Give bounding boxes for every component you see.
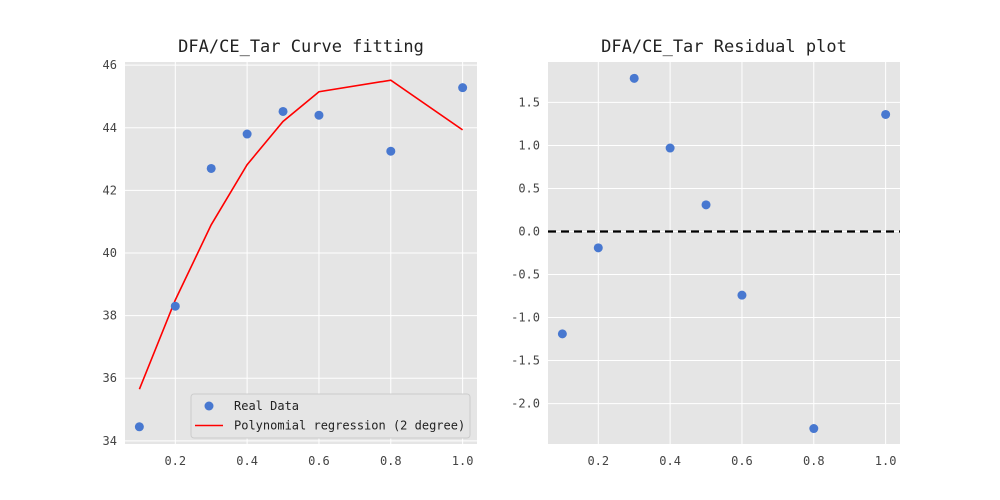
legend-label: Polynomial regression (2 degree): [234, 419, 465, 433]
x-tick-label: 0.6: [308, 454, 330, 468]
x-tick-label: 0.4: [659, 454, 681, 468]
data-point: [557, 329, 567, 339]
data-point: [809, 424, 819, 434]
y-tick-label: 40: [103, 246, 117, 260]
x-tick-label: 1.0: [452, 454, 474, 468]
regression-line: [138, 79, 464, 390]
data-point: [206, 163, 216, 173]
x-tick-label: 1.0: [875, 454, 897, 468]
curve-fitting-panel: DFA/CE_Tar Curve fitting 0.2 0.4 0.6 0.8 1.0…: [103, 37, 477, 468]
y-tick-label: 44: [103, 121, 117, 135]
x-tick-label: 0.4: [236, 454, 258, 468]
y-tick-label: -0.5: [511, 268, 540, 282]
data-point: [170, 301, 180, 311]
data-point: [737, 290, 747, 300]
y-tick-label: 0.5: [518, 181, 540, 195]
x-tick-label: 0.2: [164, 454, 186, 468]
data-point: [701, 200, 711, 210]
legend-box: [190, 393, 471, 439]
legend-label: Real Data: [234, 399, 299, 413]
residual-plot-title: DFA/CE_Tar Residual plot: [601, 37, 847, 57]
x-tick-label: 0.6: [731, 454, 753, 468]
legend-marker-real-data: [204, 401, 214, 411]
data-point: [278, 106, 288, 116]
data-point: [881, 109, 891, 119]
x-tick-label: 0.8: [803, 454, 825, 468]
residual-plot-panel: DFA/CE_Tar Residual plot 0.2 0.4 0.6 0.8 1.0…: [511, 37, 900, 468]
y-tick-label: 1.5: [518, 95, 540, 109]
y-tick-label: -2.0: [511, 397, 540, 411]
y-tick-label: -1.5: [511, 354, 540, 368]
y-tick-label: 38: [103, 309, 117, 323]
y-tick-label: 0.0: [518, 224, 540, 238]
data-point: [458, 83, 468, 93]
data-point: [386, 146, 396, 156]
y-tick-label: 46: [103, 58, 117, 72]
x-tick-label: 0.2: [587, 454, 609, 468]
data-point: [242, 129, 252, 139]
y-tick-label: 42: [103, 183, 117, 197]
y-tick-label: -1.0: [511, 311, 540, 325]
data-point: [593, 243, 603, 253]
y-tick-label: 36: [103, 371, 117, 385]
data-point: [665, 143, 675, 153]
plot-area: [548, 62, 900, 444]
data-point: [629, 73, 639, 83]
x-tick-label: 0.8: [380, 454, 402, 468]
data-point: [314, 110, 324, 120]
y-tick-label: 1.0: [518, 138, 540, 152]
data-point: [134, 422, 144, 432]
legend: Real Data Polynomial regression (2 degree…: [190, 393, 471, 439]
curve-fitting-title: DFA/CE_Tar Curve fitting: [178, 37, 424, 57]
y-tick-label: 34: [103, 434, 117, 448]
